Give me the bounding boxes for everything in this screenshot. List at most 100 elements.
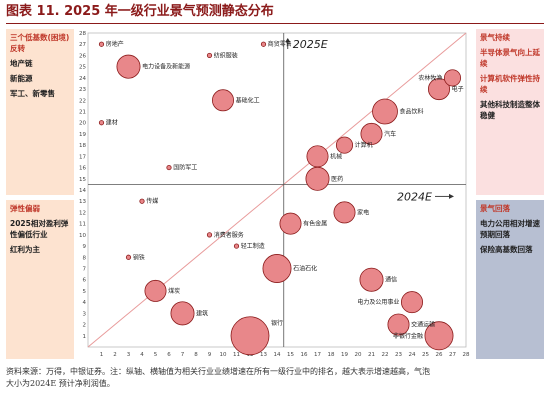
bubble-label: 石油石化 — [293, 265, 317, 273]
y-tick-label: 19 — [79, 132, 86, 138]
left-top-line-2: 新能源 — [10, 74, 33, 83]
bubble-label: 非银行金融 — [393, 332, 423, 340]
x-tick-label: 11 — [233, 352, 240, 358]
bubble-label: 消费者服务 — [214, 231, 244, 239]
bubble-point — [170, 301, 195, 326]
bubble-point — [260, 41, 267, 47]
bubble-label: 传媒 — [146, 197, 158, 205]
y-tick-label: 22 — [79, 98, 86, 104]
y-tick-label: 7 — [83, 267, 87, 273]
bubble-point — [335, 136, 354, 154]
bubble-point — [360, 122, 383, 145]
right-bottom-line-2: 保险高基数回落 — [480, 245, 533, 254]
bubble-point — [206, 52, 213, 59]
arrow-2024e-head — [449, 193, 454, 199]
y-tick-label: 21 — [79, 110, 86, 116]
x-tick-label: 23 — [395, 352, 402, 358]
x-tick-label: 10 — [220, 352, 227, 358]
page-title: 图表 11. 2025 年一级行业景气预测静态分布 — [6, 3, 544, 24]
x-tick-label: 24 — [409, 352, 416, 358]
y-tick-label: 6 — [83, 278, 87, 284]
bubble-point — [400, 291, 423, 314]
bubble-label: 煤炭 — [168, 287, 180, 295]
y-tick-label: 26 — [79, 53, 86, 59]
bubble-label: 纺织服装 — [214, 51, 238, 59]
annotation-2024e: 2024E — [397, 190, 432, 203]
bubble-label: 医药 — [331, 175, 343, 183]
bubble-point — [424, 321, 454, 351]
left-bottom-box: 弹性偏弱 2025相对盈利弹性偏低行业 红利为主 — [6, 200, 74, 359]
x-tick-label: 6 — [167, 352, 171, 358]
y-tick-label: 18 — [79, 143, 86, 149]
footer-line-2: 大小为2024E 预计净利润值。 — [6, 379, 115, 388]
footer-note: 资料来源：万得，中银证券。注：纵轴、横轴值为相关行业业绩增速在所有一级行业中的排… — [6, 366, 544, 390]
bubble-point — [98, 120, 105, 126]
bubble-point — [98, 41, 105, 47]
x-tick-label: 25 — [422, 352, 429, 358]
y-tick-label: 14 — [79, 188, 86, 194]
bubble-point — [211, 89, 234, 112]
bubble-point — [279, 212, 302, 235]
bubble-label: 农林牧渔 — [418, 74, 442, 82]
bubble-label: 计算机 — [355, 141, 373, 149]
x-tick-label: 9 — [208, 352, 212, 358]
x-tick-label: 17 — [314, 352, 321, 358]
x-tick-label: 26 — [436, 352, 443, 358]
bubble-point — [116, 54, 141, 79]
x-tick-label: 18 — [328, 352, 335, 358]
left-top-head: 三个低基数(困境)反转 — [10, 33, 70, 53]
bubble-label: 钢铁 — [133, 253, 145, 261]
bubble-label: 银行 — [271, 319, 283, 327]
right-bottom-line-1: 电力公用相对增速预期回落 — [480, 219, 540, 239]
left-bottom-line-1: 2025相对盈利弹性偏低行业 — [10, 219, 69, 239]
bubble-label: 电力设备及新能源 — [142, 63, 190, 71]
y-tick-label: 2 — [83, 323, 87, 329]
right-top-head: 景气持续 — [480, 33, 510, 42]
bubble-label: 轻工制造 — [241, 242, 265, 250]
y-tick-label: 3 — [83, 311, 87, 317]
x-tick-label: 19 — [341, 352, 348, 358]
bubble-label: 家电 — [357, 208, 369, 216]
left-bottom-head: 弹性偏弱 — [10, 204, 40, 213]
bubble-point — [387, 313, 410, 336]
bubble-label: 通信 — [385, 276, 397, 284]
bubble-point — [206, 232, 213, 238]
x-tick-label: 27 — [449, 352, 456, 358]
bubble-point — [139, 198, 145, 204]
x-tick-label: 22 — [382, 352, 389, 358]
x-tick-label: 8 — [194, 352, 198, 358]
y-tick-label: 16 — [79, 166, 86, 172]
left-top-box: 三个低基数(困境)反转 地产链 新能源 军工、新零售 — [6, 29, 74, 195]
right-top-line-3: 其他科技制造整体稳健 — [480, 100, 540, 120]
bubble-point — [233, 243, 240, 249]
bubble-point — [166, 164, 172, 171]
bubble-point — [230, 316, 270, 356]
bubble-label: 机械 — [330, 152, 342, 160]
left-bottom-line-2: 红利为主 — [10, 245, 40, 254]
y-tick-label: 10 — [79, 233, 86, 239]
bubble-point — [333, 201, 356, 224]
bubble-point — [359, 267, 384, 292]
bubble-label: 电子 — [452, 85, 464, 93]
x-tick-label: 2 — [113, 352, 117, 358]
x-tick-label: 28 — [463, 352, 470, 358]
right-top-box: 景气持续 半导体景气向上延续 计算机软件弹性持续 其他科技制造整体稳健 — [476, 29, 544, 195]
bubble-label: 建材 — [106, 119, 118, 127]
bubble-label: 汽车 — [384, 130, 396, 138]
left-top-line-3: 军工、新零售 — [10, 89, 55, 98]
x-tick-label: 3 — [127, 352, 131, 358]
y-tick-label: 13 — [79, 199, 86, 205]
y-tick-label: 17 — [79, 154, 86, 160]
y-tick-label: 27 — [79, 42, 86, 48]
x-tick-label: 5 — [154, 352, 158, 358]
x-tick-label: 14 — [274, 352, 281, 358]
bubble-label: 商贸零售 — [268, 40, 292, 48]
y-tick-label: 1 — [83, 334, 87, 340]
x-tick-label: 16 — [301, 352, 308, 358]
x-tick-label: 13 — [260, 352, 267, 358]
x-tick-label: 21 — [368, 352, 375, 358]
bubble-label: 电力及公用事业 — [357, 298, 399, 306]
right-bottom-box: 景气回落 电力公用相对增速预期回落 保险高基数回落 — [476, 200, 544, 359]
bubble-point — [306, 145, 329, 168]
y-tick-label: 11 — [79, 222, 86, 228]
